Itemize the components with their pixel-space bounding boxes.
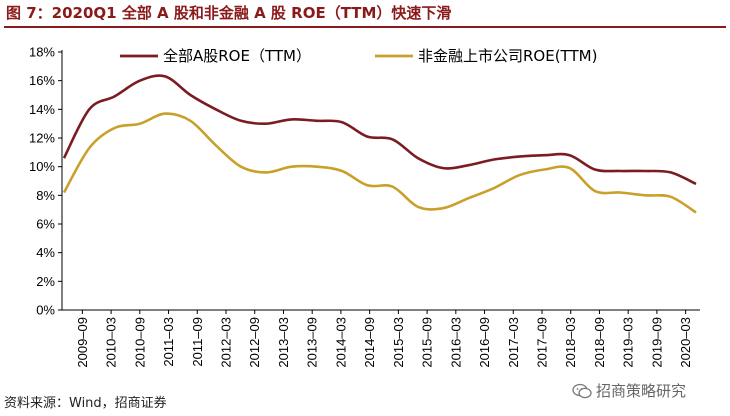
x-tick-label: 2013–09 (305, 317, 320, 368)
watermark-text: 招商策略研究 (596, 382, 687, 400)
x-tick-label: 2018–03 (563, 317, 578, 368)
y-tick-label: 10% (29, 159, 55, 174)
x-tick-label: 2016–03 (448, 317, 463, 368)
x-tick-label: 2014–09 (362, 317, 377, 368)
x-tick-label: 2015–09 (420, 317, 435, 368)
y-axis-ticks: 0% 2% 4% 6% 8% 10% 12% 14% 16% 18% (29, 45, 62, 318)
x-tick-label: 2016–09 (477, 317, 492, 368)
series-line-1 (62, 74, 697, 186)
series-lines (62, 74, 697, 214)
x-tick-label: 2018–09 (592, 317, 607, 368)
x-tick-label: 2011–09 (190, 317, 205, 367)
x-tick-label: 2012–09 (247, 317, 262, 368)
x-tick-label: 2014–03 (333, 317, 348, 368)
y-tick-label: 4% (36, 245, 55, 260)
y-tick-label: 0% (36, 303, 55, 318)
x-tick-label: 2013–03 (276, 317, 291, 368)
y-tick-label: 8% (36, 188, 55, 203)
series-line-2 (62, 112, 697, 214)
x-tick-label: 2011–03 (161, 317, 176, 367)
y-tick-label: 2% (36, 274, 55, 289)
x-tick-label: 2010–09 (132, 317, 147, 368)
y-tick-label: 16% (29, 73, 55, 88)
x-tick-label: 2019–03 (621, 317, 636, 368)
figure-title: 图 7：2020Q1 全部 A 股和非金融 A 股 ROE（TTM）快速下滑 (6, 4, 452, 22)
x-tick-label: 2012–03 (219, 317, 234, 368)
x-tick-label: 2009–09 (75, 317, 90, 368)
x-tick-label: 2019–09 (649, 317, 664, 368)
x-axis-ticks: 2009–09 2010–03 2010–09 2011–03 2011–09 2012–… (75, 310, 693, 368)
legend-label-2: 非金融上市公司ROE(TTM) (418, 47, 597, 65)
axes (61, 50, 700, 311)
x-tick-label: 2020–03 (678, 317, 693, 368)
y-tick-label: 12% (29, 131, 55, 146)
legend-label-1: 全部A股ROE（TTM） (163, 47, 311, 65)
x-tick-label: 2015–03 (391, 317, 406, 368)
x-tick-label: 2017–09 (535, 317, 550, 368)
watermark: 招商策略研究 (572, 380, 686, 401)
x-tick-label: 2017–03 (506, 317, 521, 368)
x-tick-label: 2010–03 (104, 317, 119, 368)
y-tick-label: 14% (29, 102, 55, 117)
wechat-icon (572, 383, 592, 398)
y-tick-label: 18% (29, 45, 55, 60)
source-note: 资料来源：Wind，招商证券 (4, 396, 167, 411)
y-tick-label: 6% (36, 217, 55, 232)
legend: 全部A股ROE（TTM） 非金融上市公司ROE(TTM) (120, 47, 597, 65)
title-divider (4, 26, 726, 28)
